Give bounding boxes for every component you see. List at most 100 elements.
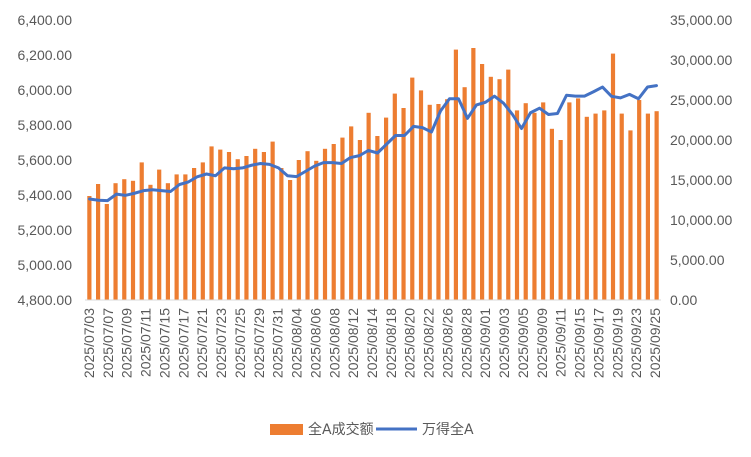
bar — [480, 64, 485, 300]
bar — [305, 151, 310, 300]
left-tick-label: 5,000.00 — [18, 257, 73, 273]
x-tick-label: 2025/08/08 — [326, 308, 342, 378]
legend: 全A成交额 万得全A — [270, 421, 474, 438]
x-tick-label: 2025/08/04 — [289, 308, 305, 378]
legend-bar-swatch — [270, 424, 303, 435]
right-tick-label: 5,000.00 — [670, 252, 725, 268]
x-tick-label: 2025/07/11 — [138, 308, 154, 377]
bar — [602, 110, 607, 301]
x-tick-label: 2025/07/17 — [175, 308, 191, 378]
x-tick-label: 2025/08/06 — [307, 308, 323, 378]
x-tick-label: 2025/07/29 — [251, 308, 267, 378]
bar — [558, 140, 563, 300]
right-tick-label: 30,000.00 — [670, 52, 732, 68]
bar — [471, 48, 476, 300]
left-tick-label: 6,400.00 — [18, 12, 73, 28]
left-tick-label: 6,200.00 — [18, 47, 73, 63]
bar — [314, 160, 319, 300]
bar-series — [87, 48, 659, 301]
bar — [296, 160, 301, 300]
bar — [96, 184, 101, 300]
bar — [584, 116, 589, 300]
right-tick-label: 0.00 — [670, 292, 697, 308]
bar — [165, 183, 170, 300]
bar — [157, 169, 162, 300]
x-tick-label: 2025/08/26 — [439, 308, 455, 378]
x-tick-label: 2025/09/05 — [515, 308, 531, 378]
x-tick-label: 2025/07/31 — [270, 308, 286, 378]
bar — [549, 128, 554, 300]
bar — [427, 104, 432, 300]
x-tick-label: 2025/08/28 — [458, 308, 474, 378]
bar — [628, 130, 633, 300]
left-tick-label: 5,600.00 — [18, 152, 73, 168]
bar — [462, 87, 467, 300]
x-tick-label: 2025/08/22 — [421, 308, 437, 378]
bar — [506, 69, 511, 300]
bar — [514, 110, 520, 301]
bar — [253, 148, 258, 300]
x-tick-label: 2025/07/07 — [100, 308, 116, 378]
bar — [567, 102, 572, 301]
bar — [148, 184, 153, 300]
right-tick-label: 15,000.00 — [670, 172, 732, 188]
bar — [261, 152, 266, 300]
bar — [488, 76, 493, 300]
bar — [645, 113, 650, 300]
bar — [349, 126, 354, 301]
bar — [288, 180, 293, 300]
bar — [445, 99, 450, 300]
x-tick-label: 2025/09/15 — [572, 308, 588, 378]
bar — [331, 144, 336, 300]
legend-bar-label: 全A成交额 — [308, 421, 374, 438]
right-tick-label: 35,000.00 — [670, 12, 732, 28]
x-tick-label: 2025/07/21 — [194, 308, 210, 378]
bar — [418, 90, 424, 301]
bar — [654, 111, 659, 300]
bar — [130, 180, 136, 300]
bar — [410, 77, 415, 300]
bar — [174, 174, 179, 300]
line-series — [88, 84, 658, 203]
bar — [122, 179, 127, 300]
bar — [619, 113, 624, 300]
bar — [436, 104, 441, 300]
x-tick-label: 2025/09/17 — [590, 308, 606, 378]
bar — [279, 168, 284, 300]
bar — [218, 149, 223, 300]
x-tick-label: 2025/07/23 — [213, 308, 229, 378]
bar — [384, 117, 389, 300]
x-tick-label: 2025/07/15 — [156, 308, 172, 378]
bar — [375, 136, 380, 300]
x-tick-label: 2025/09/23 — [628, 308, 644, 378]
bar — [392, 93, 397, 300]
x-tick-label: 2025/07/03 — [81, 308, 97, 378]
x-tick-label: 2025/09/01 — [477, 308, 493, 378]
right-axis-ticks: 0.00 5,000.00 10,000.00 15,000.00 20,000.00 2… — [670, 12, 732, 308]
bar — [209, 146, 214, 300]
x-tick-label: 2025/09/25 — [647, 308, 663, 378]
right-tick-label: 10,000.00 — [670, 212, 732, 228]
x-axis-ticks: 2025/07/03 2025/07/07 2025/07/09 2025/07/11… — [81, 308, 663, 378]
x-tick-label: 2025/08/18 — [383, 308, 399, 378]
left-tick-label: 5,200.00 — [18, 222, 73, 238]
bar — [113, 183, 118, 300]
bar — [541, 102, 546, 301]
bar — [200, 162, 205, 300]
x-tick-label: 2025/09/19 — [609, 308, 625, 378]
bar — [401, 108, 406, 300]
x-tick-label: 2025/07/09 — [119, 308, 135, 378]
bar — [340, 137, 345, 300]
bar — [497, 79, 502, 300]
left-tick-label: 6,000.00 — [18, 82, 73, 98]
bar — [226, 152, 232, 300]
bar — [270, 141, 275, 300]
bar — [322, 148, 328, 300]
bar — [576, 98, 581, 301]
bar — [593, 113, 598, 300]
right-tick-label: 25,000.00 — [670, 92, 732, 108]
x-tick-label: 2025/09/03 — [496, 308, 512, 378]
legend-line-label: 万得全A — [422, 421, 474, 438]
